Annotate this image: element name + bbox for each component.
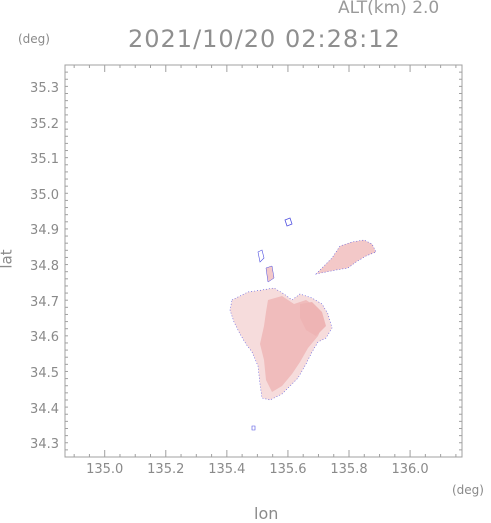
y-tick-label: 34.6	[30, 330, 59, 346]
x-axis-title: lon	[254, 504, 279, 523]
y-tick-label: 34.9	[30, 223, 59, 239]
plot-frame	[64, 64, 463, 458]
y-tick-label: 34.8	[30, 259, 59, 275]
y-tick-label: 35.0	[30, 187, 59, 203]
echo-speck-south	[251, 425, 256, 431]
y-tick-label: 34.4	[30, 401, 59, 417]
timestamp-title: 2021/10/20 02:28:12	[128, 25, 401, 53]
y-tick-label: 34.5	[30, 366, 59, 382]
echo-speck-north	[284, 217, 293, 227]
altitude-label: ALT(km) 2.0	[338, 0, 440, 18]
x-tick-label: 135.2	[147, 462, 185, 477]
x-tick-label: 135.6	[269, 462, 307, 477]
x-tick-label: 136.0	[391, 462, 429, 477]
echo-fragment-a	[257, 249, 265, 263]
x-unit-label: (deg)	[452, 483, 484, 497]
axis-ticks	[65, 64, 462, 458]
y-tick-label: 34.3	[30, 437, 59, 453]
y-tick-label: 35.2	[30, 116, 59, 132]
x-tick-label: 135.8	[330, 462, 368, 477]
y-tick-label: 35.1	[30, 152, 59, 168]
echo-fragment-b	[265, 265, 275, 283]
radar-echo-layer	[229, 217, 377, 431]
y-tick-label: 34.7	[30, 294, 59, 310]
echo-patch-northeast	[315, 239, 377, 275]
x-tick-label: 135.0	[86, 462, 124, 477]
echo-core-east	[300, 302, 326, 336]
y-tick-label: 35.3	[30, 80, 59, 96]
y-unit-label: (deg)	[18, 32, 50, 46]
x-tick-label: 135.4	[208, 462, 246, 477]
